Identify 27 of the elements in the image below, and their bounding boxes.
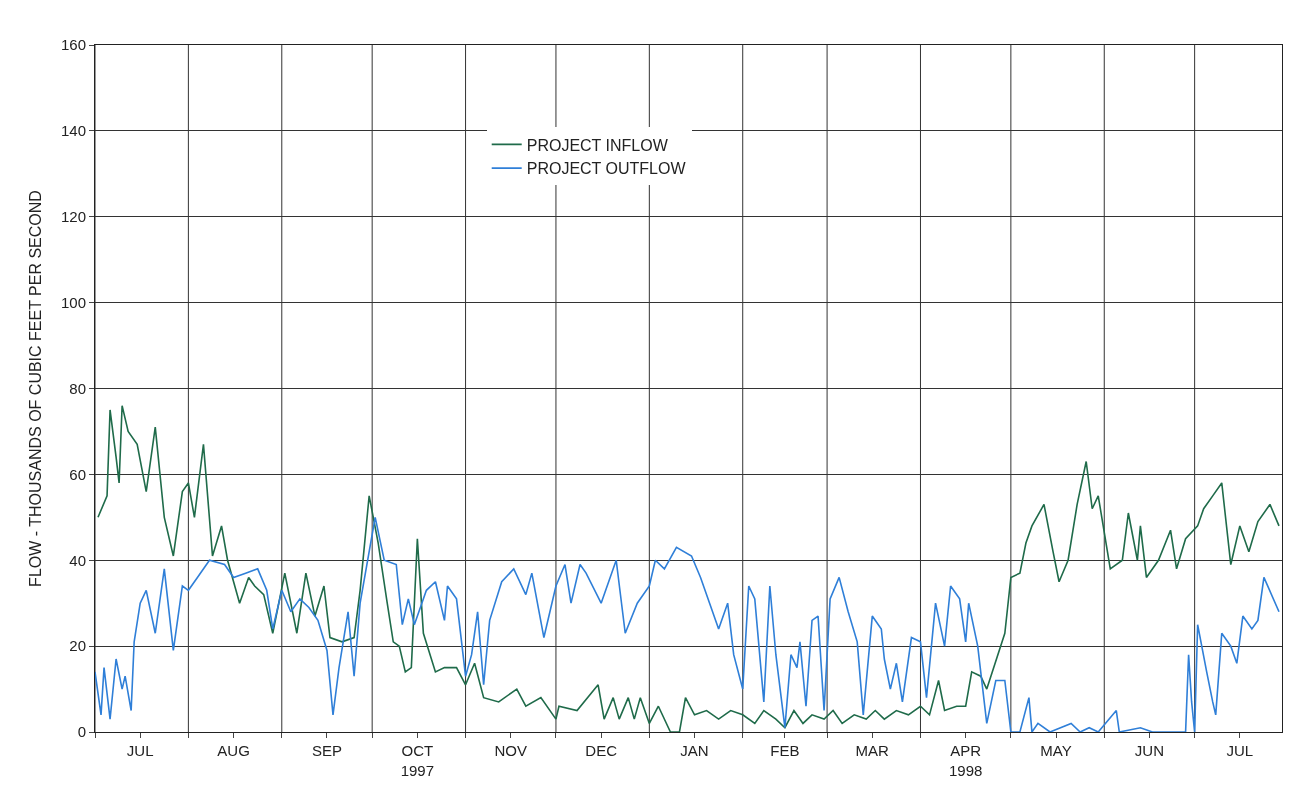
x-tick-label: AUG (217, 742, 250, 759)
x-tick-label: JAN (680, 742, 709, 759)
x-tick-label: SEP (311, 742, 342, 759)
y-tick-label: 80 (69, 379, 86, 397)
x-tick-label: FEB (770, 742, 800, 759)
y-tick-label: 40 (69, 551, 86, 569)
line-series (95, 516, 1280, 732)
x-tick-label: MAR (855, 742, 890, 759)
x-tick-label: NOV (494, 742, 528, 759)
x-tick-label: APR 1998 (948, 742, 983, 779)
legend-label: PROJECT OUTFLOW (526, 160, 687, 178)
y-tick-label: 100 (60, 293, 86, 311)
legend-label: PROJECT INFLOW (526, 136, 669, 154)
y-tick-label: 20 (69, 637, 86, 655)
line-series (97, 404, 1280, 732)
y-axis-title: FLOW - THOUSANDS OF CUBIC FEET PER SECOND (26, 190, 44, 587)
y-tick-label: 0 (77, 723, 86, 741)
y-tick-label: 120 (60, 208, 86, 225)
x-tick-label: DEC (585, 742, 618, 759)
y-tick-label: 60 (69, 465, 86, 483)
x-tick-label: OCT 1997 (400, 742, 435, 779)
y-tick-label: 140 (60, 122, 86, 140)
x-tick-label: JUL (1226, 742, 1254, 759)
x-tick-label: JUN (1134, 742, 1165, 759)
x-tick-label: JUL (126, 742, 154, 759)
y-tick-label: 160 (60, 36, 86, 54)
x-tick-label: MAY (1040, 742, 1072, 759)
